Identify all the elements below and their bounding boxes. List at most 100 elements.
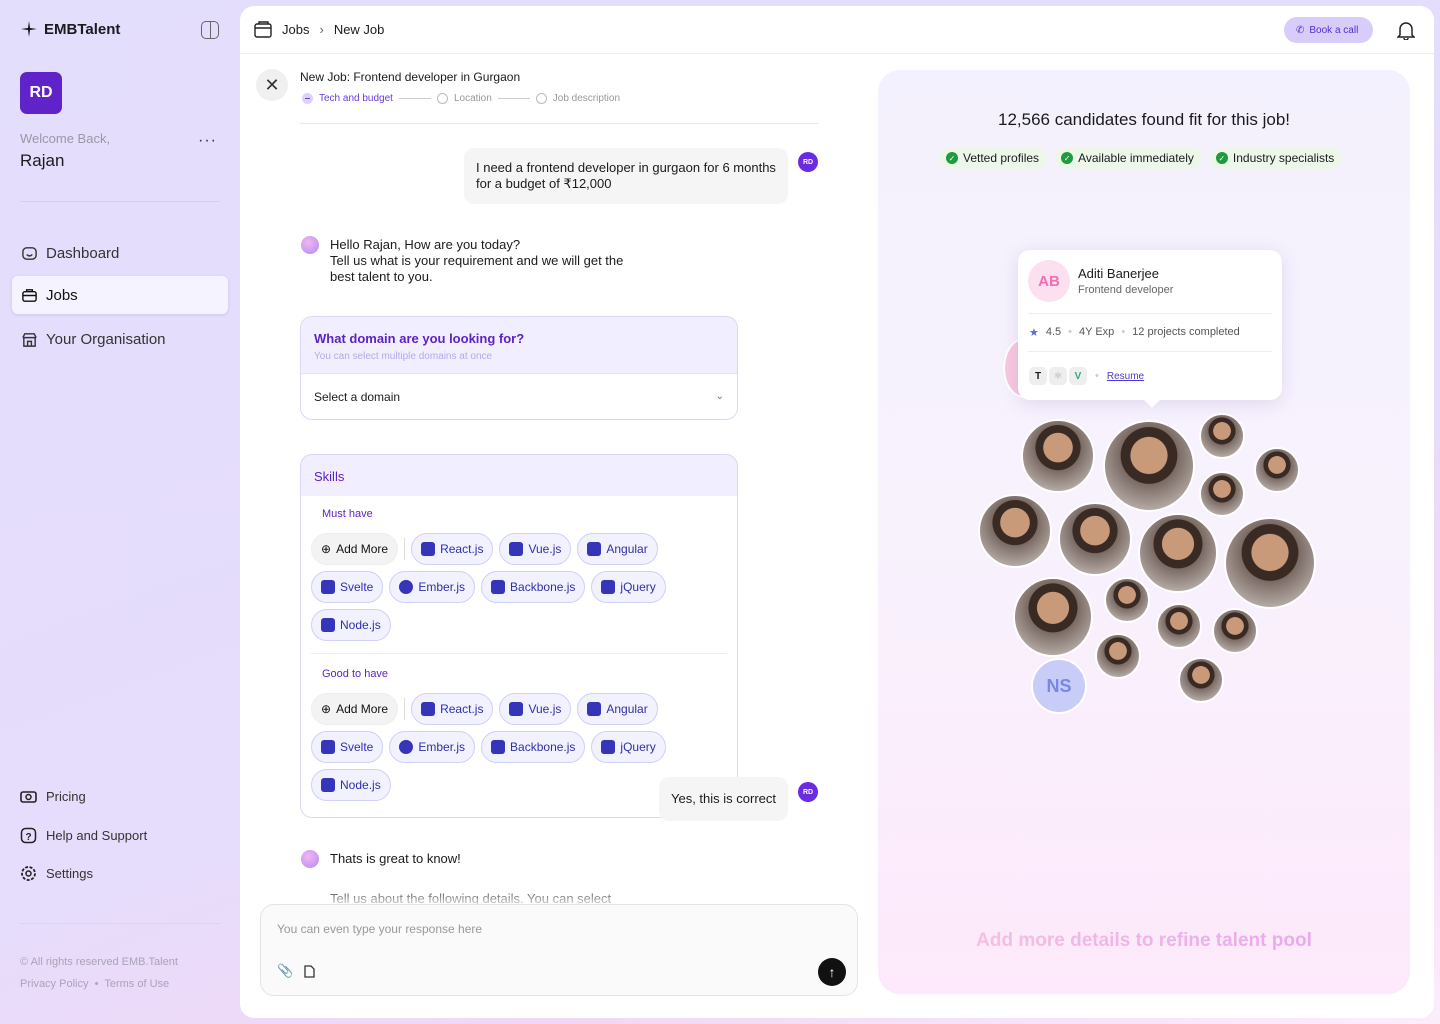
nav-dashboard[interactable]: Dashboard bbox=[12, 234, 228, 272]
domain-card: What domain are you looking for? You can… bbox=[300, 316, 738, 420]
candidate-avatar-photo[interactable] bbox=[1224, 517, 1316, 609]
privacy-link[interactable]: Privacy Policy bbox=[20, 978, 89, 990]
nodejs-icon bbox=[321, 778, 335, 792]
jquery-icon bbox=[601, 740, 616, 754]
candidate-avatar-photo[interactable] bbox=[1178, 657, 1224, 703]
badge-label: Industry specialists bbox=[1232, 151, 1335, 165]
candidate-card[interactable]: AB Aditi Banerjee Frontend developer ★ 4.… bbox=[1018, 250, 1282, 408]
skill-chip-svelte[interactable]: Svelte bbox=[311, 731, 384, 763]
candidate-avatar-photo[interactable] bbox=[1199, 413, 1245, 459]
skill-chip-reactjs[interactable]: React.js bbox=[411, 693, 494, 725]
candidate-avatar-photo[interactable] bbox=[978, 494, 1052, 568]
step-description[interactable]: Job description bbox=[552, 93, 621, 104]
nav-settings[interactable]: Settings bbox=[20, 865, 93, 882]
copyright-text: All rights reserved EMB.Talent bbox=[30, 956, 178, 968]
candidate-avatar-photo[interactable] bbox=[1138, 513, 1218, 593]
add-more-button[interactable]: ⊕ Add More bbox=[311, 693, 399, 725]
skill-label: React.js bbox=[440, 542, 484, 556]
breadcrumb: Jobs › New Job bbox=[240, 6, 1434, 54]
document-icon[interactable] bbox=[304, 965, 315, 978]
skill-chip-reactjs[interactable]: React.js bbox=[411, 533, 494, 565]
candidate-avatar-photo[interactable] bbox=[1095, 633, 1141, 679]
message-composer[interactable]: You can even type your response here 📎 ↑ bbox=[260, 904, 858, 996]
collapse-sidebar-icon[interactable] bbox=[201, 21, 219, 39]
skill-chip-angular[interactable]: Angular bbox=[577, 533, 658, 565]
skills-card: Skills Must have ⊕ Add More React.js Vue.js… bbox=[300, 454, 738, 818]
badge: ✓ Available immediately bbox=[1055, 147, 1202, 169]
close-button[interactable]: ✕ bbox=[256, 69, 288, 101]
candidate-avatar-photo[interactable] bbox=[1254, 447, 1300, 493]
nav-label: Your Organisation bbox=[46, 330, 166, 348]
candidate-avatar-photo[interactable] bbox=[1199, 471, 1245, 517]
briefcase-icon bbox=[22, 288, 37, 302]
candidate-avatar-photo[interactable] bbox=[1104, 577, 1150, 623]
terms-link[interactable]: Terms of Use bbox=[104, 978, 170, 990]
chevron-down-icon: ⌄ bbox=[715, 391, 724, 402]
nav-help[interactable]: ? Help and Support bbox=[20, 827, 147, 844]
attach-icon[interactable]: 📎 bbox=[277, 963, 294, 978]
book-call-label: Book a call bbox=[1309, 24, 1359, 36]
add-more-label: Add More bbox=[336, 702, 389, 716]
skill-chip-jquery[interactable]: jQuery bbox=[591, 731, 666, 763]
svelte-icon bbox=[321, 580, 335, 594]
domain-select-value: Select a domain bbox=[314, 389, 401, 404]
bell-icon[interactable] bbox=[1397, 20, 1415, 40]
skill-chip-backbonejs[interactable]: Backbone.js bbox=[481, 731, 586, 763]
send-button[interactable]: ↑ bbox=[818, 958, 846, 986]
skill-chip-jquery[interactable]: jQuery bbox=[591, 571, 666, 603]
candidate-avatar-photo[interactable] bbox=[1021, 419, 1095, 493]
domain-select[interactable]: Select a domain ⌄ bbox=[301, 373, 737, 419]
projects: 12 projects completed bbox=[1132, 326, 1240, 338]
book-call-button[interactable]: ✆ Book a call bbox=[1284, 17, 1374, 43]
welcome-text: Welcome Back, bbox=[20, 131, 111, 146]
candidate-initials-avatar[interactable]: NS bbox=[1031, 658, 1087, 714]
vuejs-icon bbox=[509, 542, 524, 556]
backbonejs-icon bbox=[491, 740, 506, 754]
skill-chip-emberjs[interactable]: Ember.js bbox=[389, 571, 476, 603]
candidate-avatar-photo[interactable] bbox=[1156, 603, 1202, 649]
skill-chip-backbonejs[interactable]: Backbone.js bbox=[481, 571, 586, 603]
skill-chip-angular[interactable]: Angular bbox=[577, 693, 658, 725]
step-tech[interactable]: Tech and budget bbox=[319, 93, 393, 104]
skill-label: Angular bbox=[606, 542, 648, 556]
skill-chip-emberjs[interactable]: Ember.js bbox=[389, 731, 476, 763]
skill-label: React.js bbox=[440, 702, 484, 716]
nav-jobs[interactable]: Jobs bbox=[12, 276, 228, 314]
step-active-icon bbox=[302, 93, 313, 104]
user-message: I need a frontend developer in gurgaon f… bbox=[464, 148, 788, 204]
must-have-chips: ⊕ Add More React.js Vue.js Angular Svelte Embe… bbox=[311, 533, 727, 649]
bot-line: best talent to you. bbox=[330, 269, 433, 284]
candidate-role: Frontend developer bbox=[1078, 284, 1174, 296]
message-input[interactable]: You can even type your response here bbox=[277, 922, 483, 936]
skill-chip-nodejs[interactable]: Node.js bbox=[311, 769, 391, 801]
sidebar: EMBTalent RD Welcome Back, Rajan ··· Das… bbox=[0, 0, 240, 1024]
nav-label: Help and Support bbox=[46, 828, 148, 843]
figma-icon: T bbox=[1029, 367, 1047, 385]
nodejs-icon bbox=[321, 618, 335, 632]
add-more-button[interactable]: ⊕ Add More bbox=[311, 533, 399, 565]
nav-pricing[interactable]: Pricing bbox=[20, 789, 86, 804]
skill-label: jQuery bbox=[620, 740, 656, 754]
bot-message: Hello Rajan, How are you today? Tell us … bbox=[330, 237, 623, 285]
badge: ✓ Vetted profiles bbox=[940, 147, 1048, 169]
candidate-avatar-photo[interactable] bbox=[1058, 502, 1132, 576]
nav-label: Dashboard bbox=[46, 244, 120, 262]
more-options-icon[interactable]: ··· bbox=[198, 132, 217, 149]
skill-chip-svelte[interactable]: Svelte bbox=[311, 571, 384, 603]
home-icon bbox=[22, 246, 37, 260]
breadcrumb-jobs[interactable]: Jobs bbox=[282, 22, 310, 37]
resume-link[interactable]: Resume bbox=[1106, 370, 1145, 382]
emberjs-icon bbox=[399, 580, 414, 594]
skill-chip-vuejs[interactable]: Vue.js bbox=[499, 693, 572, 725]
nav-organisation[interactable]: Your Organisation bbox=[12, 320, 228, 358]
brand-logo[interactable]: EMBTalent bbox=[20, 20, 120, 38]
angular-icon bbox=[587, 542, 602, 556]
candidate-avatar-photo[interactable] bbox=[1212, 608, 1258, 654]
step-location[interactable]: Location bbox=[453, 93, 492, 104]
candidate-avatar-photo[interactable] bbox=[1013, 577, 1093, 657]
skill-chip-vuejs[interactable]: Vue.js bbox=[499, 533, 572, 565]
candidate-avatar-photo[interactable] bbox=[1103, 420, 1195, 512]
skill-label: Svelte bbox=[340, 740, 374, 754]
skill-chip-nodejs[interactable]: Node.js bbox=[311, 609, 391, 641]
svg-text:?: ? bbox=[26, 832, 32, 843]
